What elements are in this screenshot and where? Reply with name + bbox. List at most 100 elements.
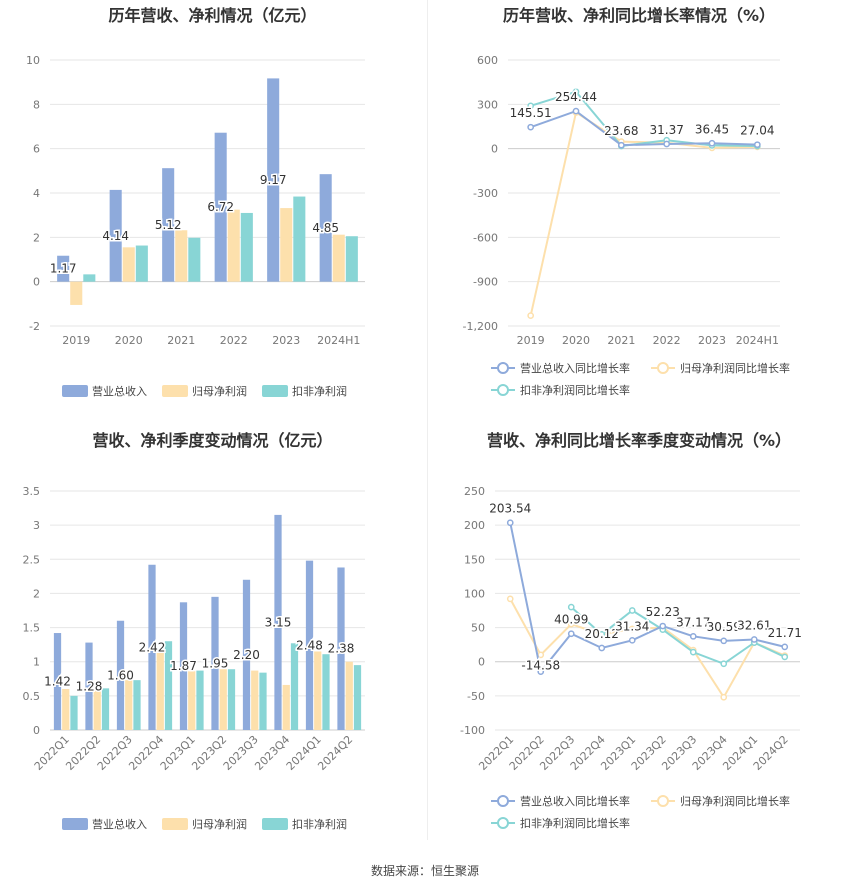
data-point xyxy=(598,631,606,638)
y-tick-label: 10 xyxy=(26,54,40,67)
bar xyxy=(305,560,314,730)
data-point xyxy=(781,653,789,661)
data-label: 36.45 xyxy=(695,122,729,136)
data-point xyxy=(527,102,535,110)
bar xyxy=(332,234,345,282)
legend-swatch xyxy=(162,385,188,397)
legend-swatch xyxy=(62,818,88,830)
data-point xyxy=(567,603,575,611)
bar xyxy=(337,567,345,730)
y-tick-label: -1,200 xyxy=(463,320,498,333)
bar xyxy=(242,579,251,730)
data-label: 1.17 xyxy=(50,262,77,276)
bar xyxy=(175,230,188,282)
data-point xyxy=(628,625,636,633)
chart-title: 历年营收、净利情况（亿元） xyxy=(108,6,316,25)
data-point xyxy=(537,668,545,676)
bar xyxy=(345,661,353,730)
y-tick-label: 4 xyxy=(33,187,40,200)
x-tick-label: 2022 xyxy=(220,334,248,347)
data-point xyxy=(527,123,535,131)
data-label: -14.58 xyxy=(521,659,560,673)
y-tick-label: 0 xyxy=(33,724,40,737)
data-point xyxy=(506,519,514,527)
data-label: 27.04 xyxy=(740,124,774,138)
y-tick-label: 0 xyxy=(491,143,498,156)
x-tick-label: 2024H1 xyxy=(736,334,779,347)
x-tick-label: 2021 xyxy=(167,334,195,347)
x-tick-label: 2023 xyxy=(272,334,300,347)
data-label: 2.20 xyxy=(233,648,260,662)
bar xyxy=(101,688,110,730)
bar xyxy=(322,654,330,730)
y-tick-label: 600 xyxy=(477,54,498,67)
data-label: 32.61 xyxy=(737,618,771,632)
x-tick-label: 2019 xyxy=(62,334,90,347)
bar xyxy=(290,643,299,730)
data-point xyxy=(527,312,535,320)
legend-label: 扣非净利润 xyxy=(292,384,347,398)
data-label: 52.23 xyxy=(646,605,680,619)
y-tick-label: 200 xyxy=(464,519,485,532)
data-label: 1.95 xyxy=(202,656,229,670)
chart-title: 营收、净利季度变动情况（亿元） xyxy=(92,431,332,450)
bar xyxy=(93,690,101,730)
y-tick-label: -100 xyxy=(460,724,485,737)
bar xyxy=(164,641,173,730)
x-tick-label: 2020 xyxy=(115,334,143,347)
chart-quarterly-growth: 营收、净利同比增长率季度变动情况（%） -100 -50 0 50 100 150 200 25… xyxy=(460,431,803,830)
legend-swatch xyxy=(262,818,288,830)
data-label: 2.42 xyxy=(139,640,166,654)
bar xyxy=(196,670,204,730)
data-point xyxy=(598,644,606,652)
bar xyxy=(211,596,219,730)
bar xyxy=(156,650,164,730)
legend-label: 归母净利润 xyxy=(192,384,247,398)
y-tick-label: 2.5 xyxy=(23,553,41,566)
bar xyxy=(345,236,358,282)
data-label: 203.54 xyxy=(489,502,531,516)
bar xyxy=(57,255,70,282)
y-tick-label: 250 xyxy=(464,485,485,498)
data-label: 37.17 xyxy=(676,615,710,629)
data-point xyxy=(617,141,625,149)
data-label: 20.12 xyxy=(585,627,619,641)
legend-label: 归母净利润 xyxy=(192,817,247,831)
y-tick-label: 0.5 xyxy=(23,690,41,703)
y-tick-label: 3 xyxy=(33,519,40,532)
bar xyxy=(227,209,240,282)
y-tick-label: 8 xyxy=(33,98,40,111)
legend-label: 营业总收入 xyxy=(92,384,147,398)
x-tick-label: 2023 xyxy=(698,334,726,347)
legend-label: 归母净利润同比增长率 xyxy=(680,794,790,808)
data-point xyxy=(572,88,580,96)
legend-swatch-marker xyxy=(657,795,669,807)
bar xyxy=(274,514,282,730)
data-point xyxy=(689,632,697,640)
data-label: 1.42 xyxy=(44,675,71,689)
bar xyxy=(133,680,141,730)
data-label: 40.99 xyxy=(554,613,588,627)
bar xyxy=(85,642,93,730)
data-point xyxy=(628,607,636,614)
bar xyxy=(162,168,175,282)
bar xyxy=(314,651,322,730)
data-label: 4.14 xyxy=(102,229,129,243)
data-point xyxy=(689,648,697,656)
bar xyxy=(267,78,280,282)
x-tick-label: 2020 xyxy=(562,334,590,347)
bar xyxy=(293,196,306,282)
x-tick-label: 2024Q2 xyxy=(315,733,355,773)
legend-label: 扣非净利润同比增长率 xyxy=(520,816,630,830)
bar xyxy=(70,695,78,730)
bar xyxy=(227,669,236,730)
data-label: 145.51 xyxy=(510,106,552,120)
legend-label: 营业总收入同比增长率 xyxy=(520,361,630,375)
y-tick-label: -600 xyxy=(473,231,498,244)
y-tick-label: 150 xyxy=(464,553,485,566)
legend-swatch xyxy=(62,385,88,397)
bar xyxy=(53,633,62,730)
series-line xyxy=(509,598,786,700)
legend-swatch-marker xyxy=(497,795,509,807)
data-point xyxy=(720,637,728,645)
